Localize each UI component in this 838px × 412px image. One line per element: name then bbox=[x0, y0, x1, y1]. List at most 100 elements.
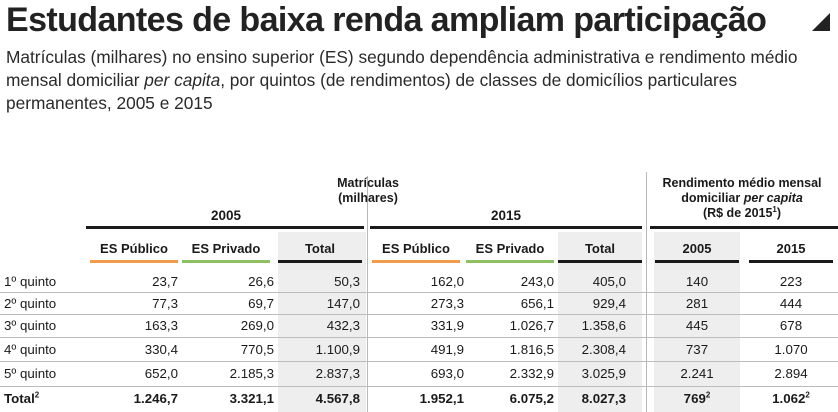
cell-value: 656,1 bbox=[520, 296, 554, 311]
rendimento-line-2: domiciliar bbox=[681, 191, 744, 205]
header-matriculas: Matrículas (milhares) bbox=[337, 176, 399, 205]
page-title: Estudantes de baixa renda ampliam partic… bbox=[6, 1, 767, 39]
cell-value: 2.894 bbox=[774, 366, 808, 381]
column-header: 2005 bbox=[682, 241, 712, 256]
column-underline bbox=[182, 260, 270, 263]
cell-value: 1.100,9 bbox=[315, 342, 360, 357]
rendimento-line-3-end: ) bbox=[776, 206, 782, 220]
cell-value: 2.185,3 bbox=[229, 366, 274, 381]
cell-value: 2.837,3 bbox=[315, 366, 360, 381]
subtitle-text: Matrículas (milhares) no ensino superior… bbox=[6, 47, 798, 90]
table-cell: 147,0 bbox=[260, 296, 360, 312]
row-label: 1º quinto bbox=[4, 274, 56, 290]
table-cell: 678 bbox=[741, 318, 838, 334]
table-cell: 77,3 bbox=[78, 296, 178, 312]
cell-value: 147,0 bbox=[326, 296, 360, 311]
cell-value: 929,4 bbox=[592, 296, 626, 311]
header-rendimento: Rendimento médio mensal domiciliar per c… bbox=[646, 176, 838, 221]
table-cell: 2.308,4 bbox=[526, 342, 626, 358]
footnote-marker: 2 bbox=[34, 390, 40, 400]
footnote-marker: 2 bbox=[805, 390, 810, 400]
cell-value: 26,6 bbox=[248, 274, 274, 289]
cell-value: 269,0 bbox=[240, 318, 274, 333]
table-cell: 50,3 bbox=[260, 274, 360, 290]
cell-value: 444 bbox=[779, 296, 803, 311]
row-divider bbox=[0, 314, 838, 315]
cell-value: 678 bbox=[779, 318, 803, 333]
row-label-text: 2º quinto bbox=[4, 296, 57, 311]
row-label-text: Total bbox=[4, 391, 35, 406]
cell-value: 330,4 bbox=[144, 342, 178, 357]
column-header: Total bbox=[584, 241, 616, 256]
column-underline bbox=[372, 260, 460, 263]
table-cell: 2.894 bbox=[741, 366, 838, 382]
cell-value: 23,7 bbox=[152, 274, 178, 289]
cell-value: 2.241 bbox=[680, 366, 714, 381]
table-cell: 1.246,7 bbox=[78, 391, 178, 407]
cell-value: 3.321,1 bbox=[229, 391, 274, 406]
cell-value: 163,3 bbox=[144, 318, 178, 333]
header-year-2005: 2005 bbox=[210, 208, 242, 223]
cell-value: 243,0 bbox=[520, 274, 554, 289]
cell-value: 491,9 bbox=[430, 342, 464, 357]
table-cell: 432,3 bbox=[260, 318, 360, 334]
table-cell: 3.025,9 bbox=[526, 366, 626, 382]
cell-value: 162,0 bbox=[430, 274, 464, 289]
table-cell: 444 bbox=[741, 296, 838, 312]
cell-value: 1.062 bbox=[772, 391, 806, 406]
column-header: ES Privado bbox=[191, 241, 261, 256]
rendimento-line-1: Rendimento médio mensal bbox=[662, 176, 822, 190]
table-cell: 1.070 bbox=[741, 342, 838, 358]
cell-value: 1.952,1 bbox=[419, 391, 464, 406]
table-cell: 330,4 bbox=[78, 342, 178, 358]
table-cell: 223 bbox=[741, 274, 838, 290]
cell-value: 2.332,9 bbox=[509, 366, 554, 381]
row-label: 2º quinto bbox=[4, 296, 56, 312]
table-cell: 163,3 bbox=[78, 318, 178, 334]
cell-value: 6.075,2 bbox=[509, 391, 554, 406]
table-cell: 243,0 bbox=[454, 274, 554, 290]
column-header: ES Público bbox=[382, 241, 450, 256]
table-cell: 1.100,9 bbox=[260, 342, 360, 358]
row-label: 5º quinto bbox=[4, 366, 56, 382]
subtitle-emphasis: per capita bbox=[144, 70, 221, 90]
row-label-text: 4º quinto bbox=[4, 342, 57, 357]
table-cell: 2.332,9 bbox=[454, 366, 554, 382]
table-cell: 770,5 bbox=[174, 342, 274, 358]
rendimento-note-1: 1 bbox=[772, 204, 777, 214]
cell-value: 1.816,5 bbox=[509, 342, 554, 357]
column-underline bbox=[278, 260, 362, 263]
cell-value: 1.246,7 bbox=[133, 391, 178, 406]
cell-value: 1.358,6 bbox=[581, 318, 626, 333]
column-underline bbox=[749, 260, 833, 263]
table-cell: 737 bbox=[647, 342, 747, 358]
header-year-2015: 2015 bbox=[490, 208, 522, 223]
row-label: 4º quinto bbox=[4, 342, 56, 358]
cell-value: 432,3 bbox=[326, 318, 360, 333]
table-cell: 69,7 bbox=[174, 296, 274, 312]
table-cell: 162,0 bbox=[364, 274, 464, 290]
table-cell: 3.321,1 bbox=[174, 391, 274, 407]
cell-value: 652,0 bbox=[144, 366, 178, 381]
footnote-marker: 2 bbox=[705, 390, 711, 400]
table-cell: 281 bbox=[647, 296, 747, 312]
cell-value: 140 bbox=[685, 274, 709, 289]
rule-2005 bbox=[86, 226, 364, 229]
column-header: ES Público bbox=[100, 241, 168, 256]
subtitle-text-end: , por quintos (de rendimentos) de classe… bbox=[6, 70, 737, 113]
table-cell: 1.952,1 bbox=[364, 391, 464, 407]
table-cell: 26,6 bbox=[174, 274, 274, 290]
rendimento-line-3: (R$ de 2015 bbox=[702, 206, 773, 220]
row-label-text: 5º quinto bbox=[4, 366, 57, 381]
cell-value: 693,0 bbox=[430, 366, 464, 381]
table-cell: 405,0 bbox=[526, 274, 626, 290]
table-cell: 6.075,2 bbox=[454, 391, 554, 407]
triangle-icon bbox=[812, 13, 830, 31]
table-cell: 445 bbox=[647, 318, 747, 334]
table-cell: 1.358,6 bbox=[526, 318, 626, 334]
column-header: 2015 bbox=[776, 241, 806, 256]
table-cell: 273,3 bbox=[364, 296, 464, 312]
cell-value: 331,9 bbox=[430, 318, 464, 333]
column-header: ES Privado bbox=[475, 241, 545, 256]
table-cell: 140 bbox=[647, 274, 747, 290]
